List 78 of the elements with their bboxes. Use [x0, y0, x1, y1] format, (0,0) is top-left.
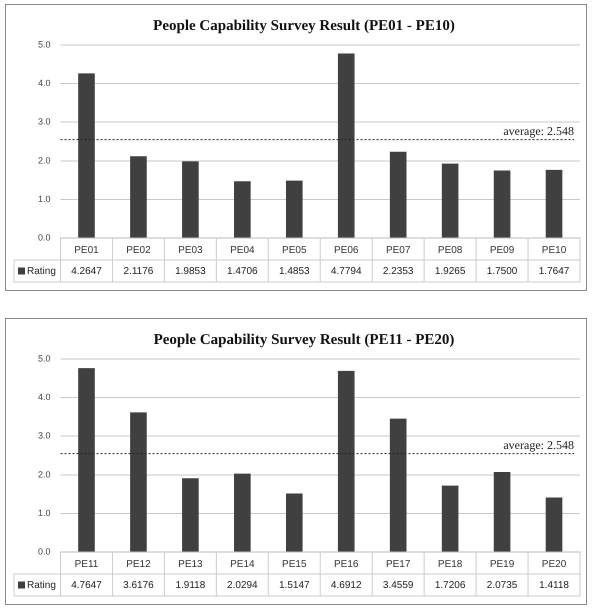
legend-label: Rating: [27, 266, 56, 277]
x-tick-label: PE01: [74, 244, 100, 256]
y-tick-label: 5.0: [38, 39, 51, 50]
data-label: 3.6176: [123, 580, 154, 591]
x-tick-label: PE02: [126, 244, 152, 256]
y-tick-label: 3.0: [38, 116, 51, 127]
y-tick-label: 1.0: [38, 194, 51, 204]
bar: [390, 152, 406, 238]
x-tick-label: PE05: [282, 244, 307, 256]
bar: [130, 156, 147, 238]
chart-title: People Capability Survey Result (PE01 - PE10): [153, 18, 455, 34]
data-label: 2.0294: [227, 580, 258, 591]
x-tick-label: PE17: [386, 558, 411, 570]
y-tick-label: 0.0: [38, 546, 51, 556]
data-label: 4.7647: [71, 580, 102, 591]
x-tick-label: PE09: [490, 244, 515, 256]
data-label: 1.7206: [434, 580, 466, 591]
x-tick-label: PE08: [438, 244, 463, 256]
bar: [234, 474, 251, 552]
bar: [338, 370, 355, 552]
data-label: 1.9853: [175, 266, 206, 277]
data-label: 4.6912: [330, 580, 362, 591]
x-tick-label: PE14: [230, 558, 255, 570]
bar: [78, 73, 95, 238]
x-tick-label: PE20: [542, 558, 567, 570]
ref-line-label: average: 2.548: [503, 438, 574, 452]
bar: [182, 478, 199, 552]
data-label: 1.7647: [538, 266, 570, 277]
y-tick-label: 0.0: [38, 232, 51, 242]
bar: [494, 472, 510, 552]
x-tick-label: PE10: [542, 244, 567, 256]
bar: [286, 494, 303, 552]
bar: [182, 161, 199, 238]
y-tick-label: 1.0: [38, 508, 51, 518]
y-tick-label: 5.0: [38, 353, 51, 364]
data-label: 1.9118: [175, 580, 206, 591]
x-tick-label: PE11: [74, 558, 99, 570]
y-tick-label: 4.0: [38, 78, 51, 88]
x-tick-label: PE06: [334, 244, 359, 256]
bar: [442, 164, 458, 238]
bar: [234, 181, 251, 238]
data-label: 4.2647: [71, 266, 102, 277]
data-label: 2.2353: [382, 266, 414, 277]
x-tick-label: PE07: [386, 244, 411, 256]
chart-title: People Capability Survey Result (PE11 - PE20): [154, 332, 454, 348]
ref-line-label: average: 2.548: [503, 124, 574, 138]
data-label: 1.4706: [227, 266, 258, 277]
data-label: 1.4853: [278, 266, 310, 277]
x-tick-label: PE13: [178, 558, 204, 570]
data-label: 4.7794: [330, 266, 362, 277]
x-tick-label: PE03: [178, 244, 204, 256]
x-tick-label: PE19: [490, 558, 515, 570]
bar: [494, 170, 510, 238]
y-tick-label: 3.0: [38, 430, 51, 441]
bar: [286, 180, 303, 238]
y-tick-label: 2.0: [38, 469, 51, 480]
data-label: 1.7500: [486, 266, 518, 277]
bar: [78, 368, 95, 552]
legend-label: Rating: [27, 580, 56, 591]
data-label: 2.1176: [124, 266, 154, 277]
data-label: 2.0735: [486, 580, 518, 591]
x-tick-label: PE16: [334, 558, 359, 570]
bar: [390, 418, 406, 552]
bar: [546, 170, 562, 238]
data-label: 1.9265: [434, 266, 466, 277]
data-label: 1.5147: [278, 580, 310, 591]
data-label: 3.4559: [382, 580, 414, 591]
data-label: 1.4118: [539, 580, 570, 591]
bar: [442, 486, 458, 552]
x-tick-label: PE15: [282, 558, 307, 570]
x-tick-label: PE04: [230, 244, 255, 256]
x-tick-label: PE12: [126, 558, 152, 570]
bar: [130, 412, 147, 552]
x-tick-label: PE18: [438, 558, 463, 570]
bar: [338, 54, 355, 238]
y-tick-label: 4.0: [38, 392, 51, 402]
y-tick-label: 2.0: [38, 155, 51, 166]
bar: [546, 498, 562, 552]
